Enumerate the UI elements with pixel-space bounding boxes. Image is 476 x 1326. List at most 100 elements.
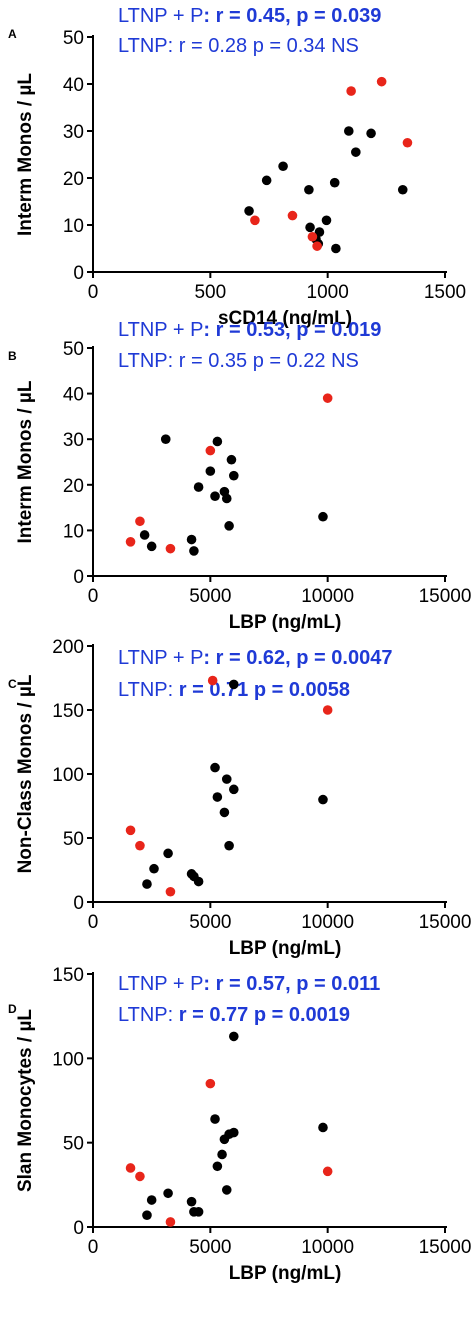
data-point [217,1149,227,1160]
stat-values: : r = 0.57, p = 0.011 [203,973,380,995]
x-tick-label: 0 [88,1237,99,1258]
data-point [331,243,341,254]
data-point [142,879,152,889]
x-axis-title: LBP (ng/mL) [229,938,342,959]
stat-annotation: LTNP: r = 0.35 p = 0.22 NS [118,350,359,372]
data-point [343,126,354,136]
data-point [146,1195,157,1205]
stat-annotation: LTNP + P: r = 0.57, p = 0.011 [118,973,380,995]
x-tick-label: 0 [88,586,99,607]
data-point [318,1122,328,1133]
data-point [193,482,204,492]
data-point [226,454,237,465]
data-point [304,184,314,195]
stat-annotation: LTNP: r = 0.71 p = 0.0058 [118,679,350,701]
data-point [318,794,328,805]
data-point [160,434,171,445]
stat-label: LTNP: [118,1004,179,1026]
data-point [376,76,387,87]
y-tick-label: 0 [73,263,84,284]
y-tick-label: 50 [63,28,84,49]
y-tick-label: 100 [52,1049,84,1070]
data-point [186,534,197,545]
data-point [139,530,150,540]
y-tick-label: 30 [63,430,84,451]
data-point [312,241,322,251]
data-point [224,521,234,531]
x-axis-title: sCD14 (ng/mL) [218,308,352,329]
data-point [229,679,239,690]
x-tick-label: 15000 [419,1237,472,1258]
data-point [221,774,232,784]
stat-label: LTNP + P [118,5,203,27]
data-point [229,470,239,481]
data-point [307,231,318,242]
panel-letter: D [8,1002,17,1016]
y-tick-label: 150 [52,701,84,722]
x-tick-label: 5000 [189,1237,231,1258]
data-point [163,848,173,859]
data-point [146,541,157,552]
data-point [250,215,260,226]
data-point [165,1217,176,1227]
stat-annotation: LTNP: r = 0.77 p = 0.0019 [118,1004,350,1026]
panel-c: C 0 50 100 150 200 0 5000 10000 15000 LBP (ng/mL) N… [8,637,471,959]
stat-label: LTNP: r = 0.28 p = 0.34 NS [118,35,359,57]
stat-label: LTNP: r = 0.35 p = 0.22 NS [118,350,359,372]
data-point [135,516,145,527]
stat-values: : r = 0.62, p = 0.0047 [203,647,392,669]
y-tick-label: 50 [63,1134,84,1155]
x-tick-label: 5000 [189,586,231,607]
y-axis-title: Interm Monos / µL [15,380,36,543]
stat-values: r = 0.77 p = 0.0019 [179,1004,350,1026]
x-axis-title: LBP (ng/mL) [229,612,342,633]
data-point [229,1127,239,1138]
data-point [125,825,136,836]
data-point [210,491,220,502]
x-tick-label: 10000 [301,586,354,607]
data-point [163,1188,173,1199]
y-tick-label: 20 [63,476,84,497]
data-point [366,128,376,139]
data-point [314,227,325,237]
data-point [205,445,216,456]
x-tick-label: 0 [88,912,99,933]
stat-annotation: LTNP + P: r = 0.62, p = 0.0047 [118,647,392,669]
data-point [193,876,204,887]
x-tick-label: 10000 [301,912,354,933]
stat-label: LTNP + P [118,319,203,341]
y-axis-title: Slan Monocytes / µL [15,1009,36,1192]
data-point [149,863,159,874]
panel-letter: A [8,27,17,41]
data-point [142,1210,152,1220]
x-tick-label: 15000 [419,912,472,933]
y-tick-label: 0 [73,567,84,588]
x-tick-label: 500 [194,282,226,303]
data-point [165,886,176,897]
data-point [278,161,288,172]
data-point [193,1207,204,1217]
data-point [212,1161,223,1172]
stat-label: LTNP + P [118,647,203,669]
stat-label: LTNP + P [118,973,203,995]
data-point [224,840,234,851]
y-tick-label: 0 [73,893,84,914]
stat-annotation: LTNP: r = 0.28 p = 0.34 NS [118,35,359,57]
data-point [318,511,328,522]
data-point [189,546,199,556]
stat-annotation: LTNP + P: r = 0.45, p = 0.039 [118,5,381,27]
data-point [207,675,218,686]
data-point [321,215,332,226]
y-tick-label: 30 [63,122,84,143]
panel-letter: B [8,349,17,363]
panel-d: D 0 50 100 150 0 5000 10000 15000 LBP (ng/mL) Slan… [8,965,471,1284]
data-point [305,222,315,233]
data-point [322,1166,333,1177]
data-point [212,436,223,447]
panel-b: B 0 10 20 30 40 50 0 5000 10000 15000 LBP (ng/mL) In… [8,319,471,633]
x-tick-label: 10000 [301,1237,354,1258]
stat-values: : r = 0.45, p = 0.039 [203,5,381,27]
y-tick-label: 200 [52,637,84,658]
